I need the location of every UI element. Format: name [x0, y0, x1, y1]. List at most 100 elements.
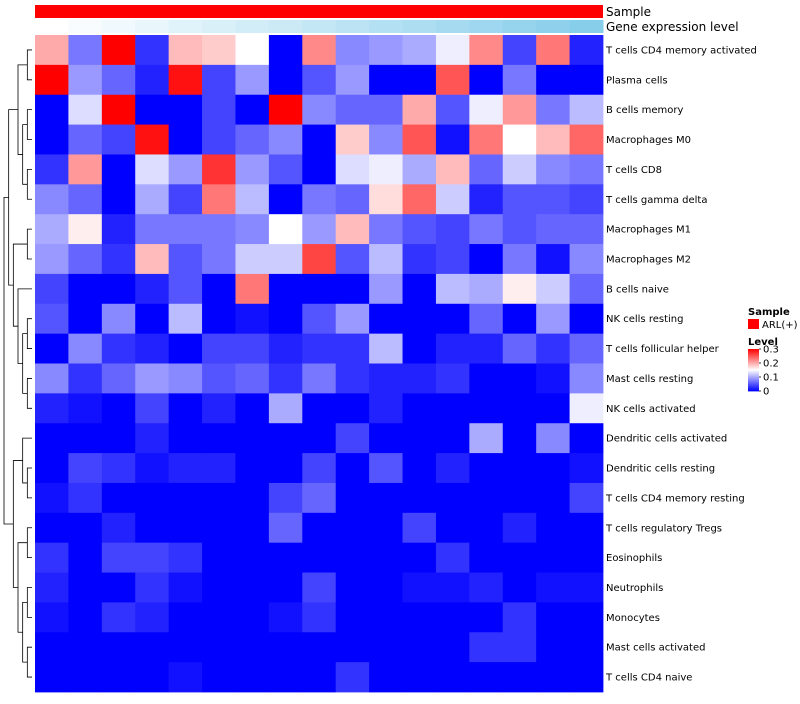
- heatmap-cell: [235, 482, 270, 514]
- legend-gradient-step: [748, 354, 759, 356]
- heatmap-cell: [202, 244, 236, 275]
- heatmap-cell: [369, 662, 403, 693]
- heatmap-cell: [302, 244, 337, 275]
- heatmap-cell: [235, 572, 270, 603]
- legend-gradient-step: [748, 382, 759, 385]
- heatmap-cell: [68, 303, 103, 335]
- heatmap-cell: [435, 273, 470, 305]
- heatmap-cell: [402, 363, 437, 394]
- heatmap-cell: [335, 602, 370, 633]
- legend-gradient-step: [748, 389, 759, 392]
- heatmap-cell: [469, 572, 504, 603]
- row-label: T cells CD4 memory activated: [605, 45, 757, 56]
- heatmap-cell: [168, 572, 203, 603]
- heatmap-cell: [101, 184, 136, 215]
- heatmap-cell: [469, 423, 504, 454]
- heatmap-cell: [335, 632, 370, 663]
- heatmap-cell: [268, 124, 303, 155]
- heatmap-cell: [135, 64, 170, 96]
- heatmap-cell: [35, 184, 69, 215]
- heatmap-cell: [35, 214, 69, 245]
- heatmap-cell: [369, 512, 403, 544]
- heatmap-cell: [536, 214, 570, 245]
- heatmap-cell: [335, 303, 370, 335]
- heatmap-cell: [435, 632, 470, 663]
- heatmap-cell: [536, 542, 570, 573]
- heatmap-cell: [101, 572, 136, 603]
- heatmap-cell: [569, 154, 604, 185]
- dendrogram-branch: [17, 288, 32, 364]
- heatmap-cell: [369, 244, 403, 275]
- heatmap-cell: [302, 124, 337, 155]
- heatmap-cell: [502, 124, 537, 155]
- heatmap-cell: [536, 94, 570, 125]
- heatmap-cell: [35, 35, 69, 66]
- heatmap-cell: [35, 453, 69, 484]
- heatmap-cell: [536, 333, 570, 364]
- legend-tick-label: 0.3: [763, 345, 779, 356]
- heatmap-cell: [101, 303, 136, 335]
- heatmap-cell: [435, 423, 470, 454]
- heatmap-cell: [335, 542, 370, 573]
- heatmap-cell: [135, 662, 170, 693]
- heatmap-cell: [68, 602, 103, 633]
- heatmap-cell: [469, 124, 504, 155]
- heatmap-cell: [168, 273, 203, 305]
- legend-gradient-step: [748, 362, 759, 365]
- heatmap-cell: [202, 273, 236, 305]
- legend-gradient-step: [748, 373, 759, 375]
- dendrogram-branch: [26, 378, 32, 409]
- heatmap-cell: [435, 244, 470, 275]
- heatmap-cell: [402, 303, 437, 335]
- heatmap-cell: [502, 214, 537, 245]
- heatmap-cell: [302, 35, 337, 66]
- heatmap-cell: [435, 64, 470, 96]
- heatmap-cell: [135, 184, 170, 215]
- legend-gradient-step: [748, 349, 759, 351]
- legend-gradient-step: [748, 357, 759, 359]
- heatmap-cell: [302, 393, 337, 424]
- heatmap-cell: [402, 453, 437, 484]
- heatmap-cell: [536, 662, 570, 693]
- legend-gradient-step: [748, 386, 759, 389]
- heatmap-cell: [135, 94, 170, 125]
- heatmap-cell: [268, 423, 303, 454]
- heatmap-cell: [435, 482, 470, 514]
- legend-gradient-step: [748, 381, 759, 383]
- heatmap-cell: [469, 273, 504, 305]
- heatmap-cell: [369, 94, 403, 125]
- heatmap-cell: [435, 124, 470, 155]
- heatmap-cell: [569, 35, 604, 66]
- heatmap-cell: [302, 512, 337, 544]
- heatmap-cell: [402, 244, 437, 275]
- heatmap-cell: [68, 572, 103, 603]
- legend-gradient-step: [748, 363, 759, 366]
- heatmap-cell: [101, 333, 136, 364]
- heatmap-cell: [502, 512, 537, 544]
- heatmap-cell: [68, 512, 103, 544]
- heatmap-cell: [235, 662, 270, 693]
- heatmap-cell: [302, 154, 337, 185]
- heatmap-cell: [235, 453, 270, 484]
- heatmap-cell: [469, 333, 504, 364]
- row-label: T cells follicular helper: [605, 344, 720, 355]
- heatmap-cell: [469, 303, 504, 335]
- heatmap-cell: [335, 453, 370, 484]
- heatmap-cell: [402, 542, 437, 573]
- heatmap-cell: [101, 273, 136, 305]
- heatmap-cell: [168, 393, 203, 424]
- heatmap-cell: [369, 184, 403, 215]
- heatmap-cell: [536, 453, 570, 484]
- heatmap-cell: [369, 124, 403, 155]
- heatmap-cell: [435, 572, 470, 603]
- heatmap-cell: [536, 393, 570, 424]
- legend-gradient-step: [748, 365, 759, 368]
- heatmap-cell: [135, 124, 170, 155]
- heatmap-cell: [502, 94, 537, 125]
- annotation-bar-expression-cell: [235, 20, 270, 33]
- heatmap-cell: [135, 423, 170, 454]
- heatmap-cell: [435, 333, 470, 364]
- heatmap-cell: [68, 124, 103, 155]
- heatmap-cell: [68, 662, 103, 693]
- heatmap-cell: [168, 244, 203, 275]
